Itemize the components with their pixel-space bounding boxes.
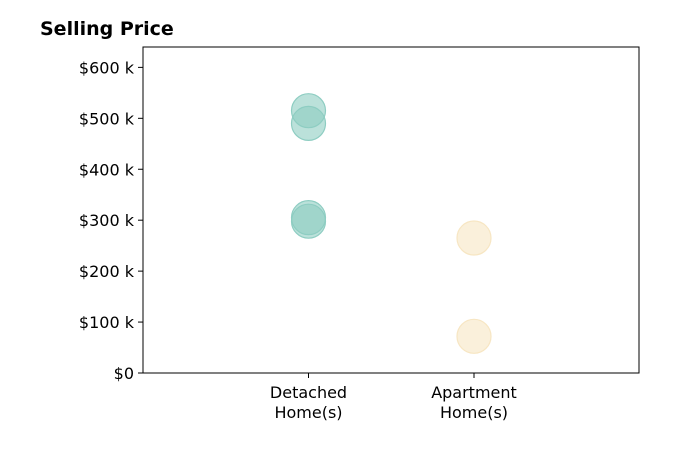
y-axis: $0 $100 k $200 k $300 k $400 k $500 k $600 k bbox=[79, 58, 143, 383]
chart-title: Selling Price bbox=[40, 18, 174, 40]
data-point bbox=[290, 105, 327, 142]
x-tick-label: Detached Home(s) bbox=[270, 383, 347, 422]
y-tick-label: $400 k bbox=[79, 160, 135, 179]
data-point bbox=[456, 318, 492, 354]
data-points bbox=[290, 93, 492, 354]
data-point bbox=[290, 203, 327, 239]
y-tick-label: $600 k bbox=[79, 58, 135, 77]
data-point bbox=[456, 220, 492, 256]
x-axis: Detached Home(s) Apartment Home(s) bbox=[270, 373, 517, 422]
y-tick-label: $300 k bbox=[79, 211, 135, 230]
x-tick-label: Apartment Home(s) bbox=[431, 383, 517, 422]
y-tick-label: $0 bbox=[114, 364, 134, 383]
plot-frame bbox=[142, 46, 640, 374]
y-tick-label: $200 k bbox=[79, 262, 135, 281]
y-tick-label: $100 k bbox=[79, 313, 135, 332]
y-tick-label: $500 k bbox=[79, 109, 135, 128]
